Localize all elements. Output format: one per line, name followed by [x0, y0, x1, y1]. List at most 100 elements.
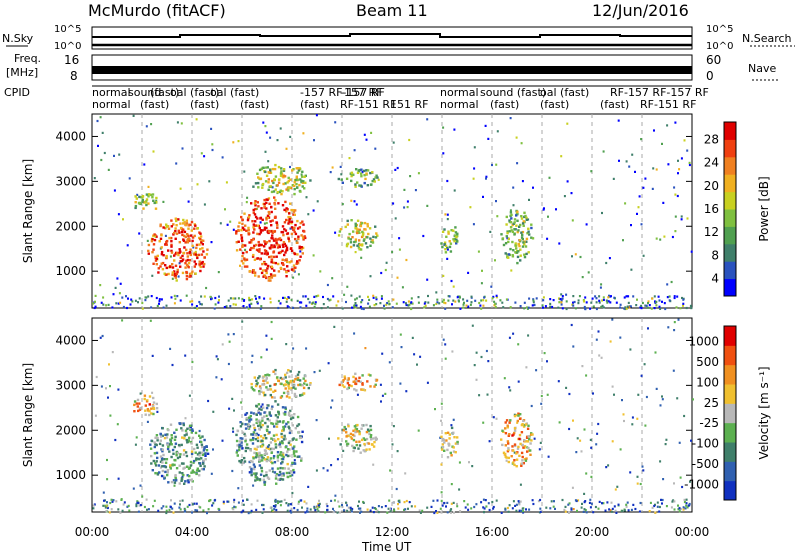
- echo-cell: [245, 417, 249, 420]
- echo-cell: [369, 237, 372, 240]
- echo-cell: [261, 419, 264, 422]
- range-cell: [391, 443, 394, 446]
- range-cell: [572, 345, 575, 348]
- echo-cell: [348, 384, 351, 387]
- echo-cell: [355, 379, 358, 383]
- echo-cell: [266, 388, 269, 391]
- echo-cell: [524, 423, 528, 426]
- echo-cell: [282, 438, 286, 441]
- echo-cell: [186, 465, 189, 468]
- range-cell: [299, 250, 302, 253]
- echo-cell: [292, 450, 296, 453]
- echo-cell: [177, 229, 180, 232]
- echo-cell: [134, 204, 138, 208]
- range-cell: [411, 302, 414, 305]
- echo-cell: [267, 178, 270, 181]
- echo-cell: [254, 274, 257, 277]
- range-cell: [484, 499, 487, 502]
- range-cell: [307, 297, 310, 301]
- echo-cell: [175, 272, 178, 275]
- range-cell: [112, 499, 115, 502]
- echo-cell: [260, 243, 263, 247]
- range-cell: [212, 448, 214, 451]
- echo-cell: [268, 469, 271, 472]
- echo-cell: [258, 226, 261, 230]
- range-cell: [303, 500, 306, 503]
- range-cell: [179, 187, 182, 190]
- echo-cell: [243, 265, 247, 268]
- range-cell: [624, 306, 627, 309]
- echo-cell: [352, 429, 355, 432]
- range-cell: [626, 501, 629, 504]
- echo-cell: [309, 179, 312, 182]
- range-cell: [601, 304, 604, 307]
- echo-cell: [524, 459, 528, 462]
- echo-cell: [264, 458, 267, 461]
- echo-cell: [305, 383, 309, 386]
- echo-cell: [253, 447, 257, 451]
- echo-cell: [298, 379, 302, 382]
- echo-cell: [447, 230, 450, 233]
- range-cell: [581, 276, 584, 279]
- range-cell: [532, 186, 534, 189]
- range-cell: [508, 504, 511, 507]
- echo-cell: [244, 224, 247, 227]
- range-cell: [304, 511, 307, 514]
- echo-cell: [368, 448, 371, 451]
- range-cell: [436, 499, 439, 502]
- echo-cell: [235, 241, 238, 244]
- range-cell: [337, 500, 340, 503]
- echo-cell: [174, 474, 177, 477]
- range-cell: [572, 301, 574, 304]
- range-cell: [481, 269, 483, 272]
- range-cell: [121, 296, 124, 299]
- echo-cell: [152, 243, 156, 246]
- echo-cell: [173, 438, 177, 441]
- echo-cell: [198, 462, 202, 465]
- range-cell: [102, 296, 105, 299]
- range-cell: [673, 329, 676, 332]
- range-cell: [100, 158, 103, 162]
- echo-cell: [501, 429, 504, 432]
- echo-cell: [360, 168, 363, 171]
- range-cell: [509, 389, 512, 392]
- range-cell: [671, 235, 674, 239]
- range-cell: [435, 302, 438, 305]
- echo-cell: [506, 231, 509, 235]
- range-cell: [351, 507, 354, 511]
- echo-cell: [341, 428, 344, 432]
- echo-cell: [289, 186, 293, 190]
- echo-cell: [240, 441, 243, 444]
- range-cell: [232, 333, 235, 336]
- echo-cell: [150, 412, 153, 415]
- range-cell: [623, 296, 626, 299]
- echo-cell: [366, 225, 369, 228]
- echo-cell: [170, 245, 173, 248]
- echo-cell: [286, 475, 290, 479]
- range-cell: [353, 332, 356, 335]
- echo-cell: [141, 198, 144, 202]
- echo-cell: [294, 209, 297, 212]
- range-cell: [315, 419, 318, 422]
- echo-cell: [292, 268, 295, 271]
- echo-cell: [259, 387, 262, 390]
- range-cell: [567, 503, 570, 506]
- echo-cell: [244, 449, 247, 453]
- range-cell: [102, 491, 105, 494]
- echo-cell: [191, 436, 195, 440]
- echo-cell: [288, 261, 292, 264]
- echo-cell: [293, 192, 296, 196]
- echo-cell: [164, 243, 167, 246]
- range-cell: [307, 213, 310, 216]
- echo-cell: [340, 178, 343, 181]
- range-cell: [605, 466, 608, 469]
- range-cell: [287, 296, 290, 299]
- echo-cell: [440, 448, 444, 451]
- echo-cell: [284, 407, 287, 411]
- range-cell: [228, 407, 231, 410]
- echo-cell: [357, 246, 361, 249]
- range-cell: [595, 307, 598, 311]
- range-cell: [361, 171, 364, 174]
- echo-cell: [277, 270, 281, 273]
